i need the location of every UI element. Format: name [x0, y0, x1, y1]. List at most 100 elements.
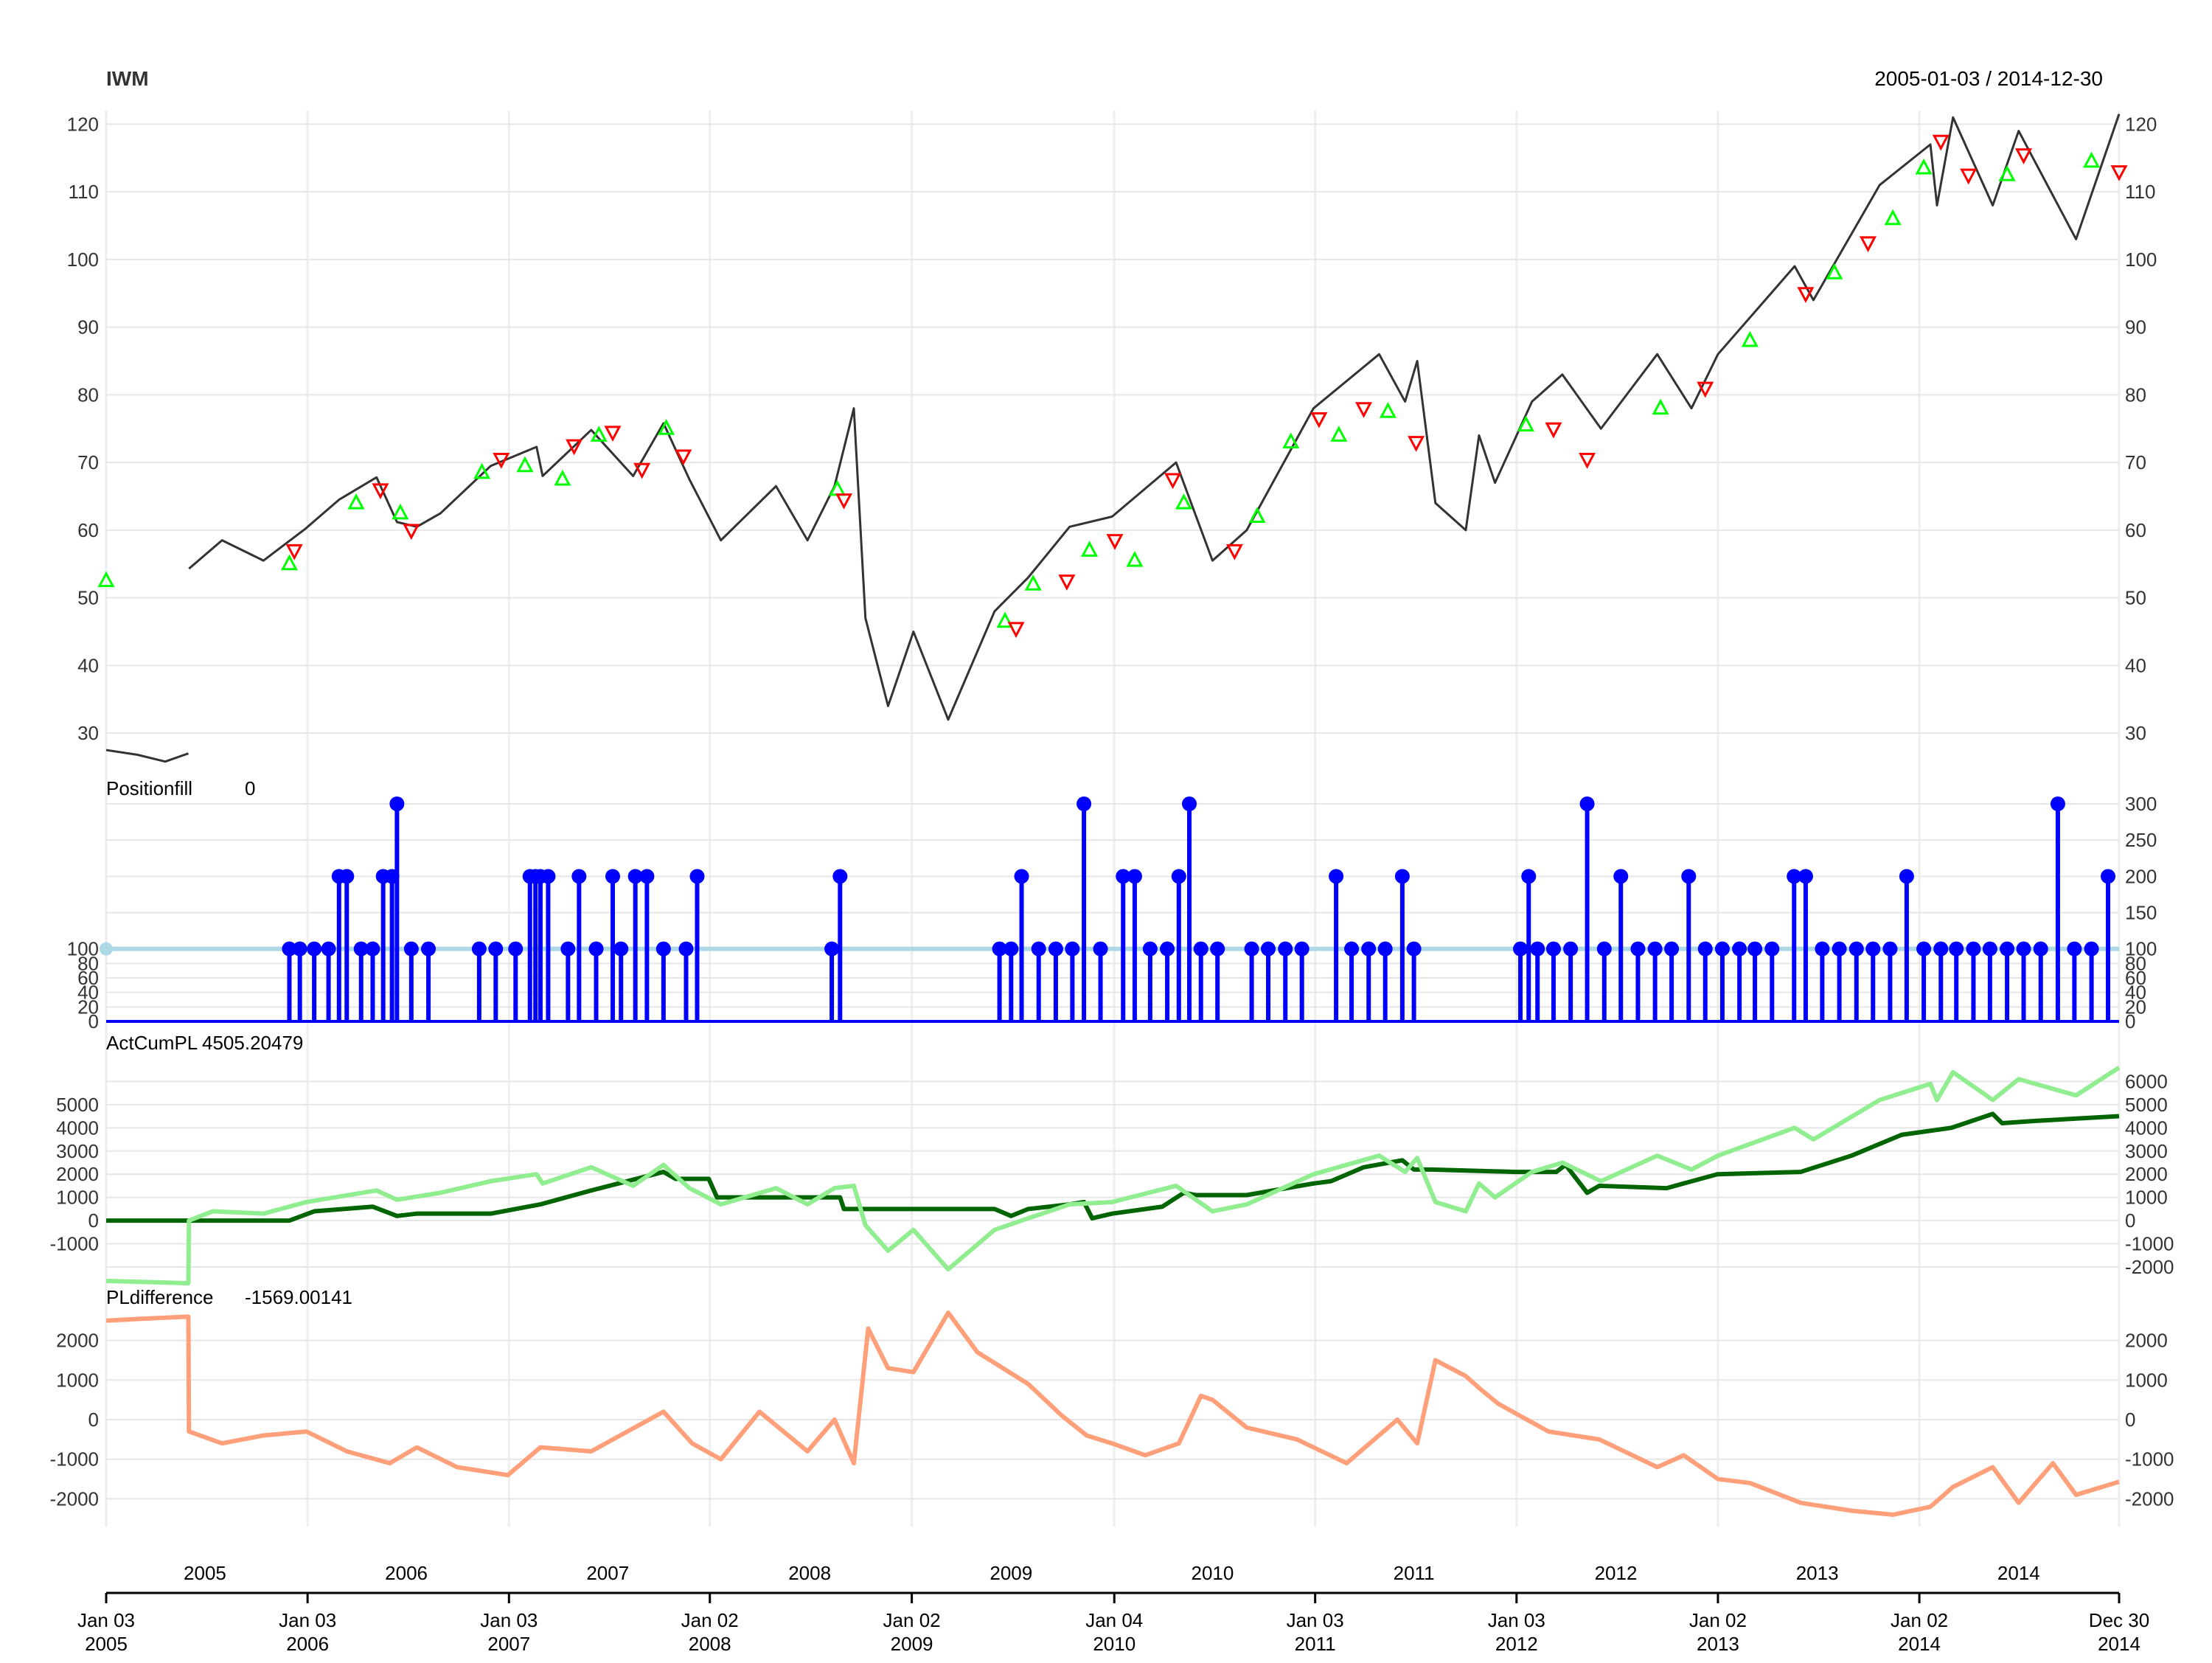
y-tick-label-right: -1000 [2125, 1233, 2174, 1255]
position-spike-dot [540, 869, 556, 884]
buy-marker [392, 503, 409, 520]
sell-marker [493, 453, 510, 469]
sell-marker [1545, 422, 1562, 439]
date-range: 2005-01-03 / 2014-12-30 [1874, 67, 2103, 90]
y-tick-label-right: 60 [2125, 967, 2146, 989]
position-spike-dot [1210, 941, 1225, 957]
position-spike-dot [421, 941, 437, 957]
series-line-bench [105, 1066, 2121, 1285]
y-tick-label-right: -2000 [2125, 1256, 2174, 1278]
buy-marker [1517, 415, 1535, 432]
position-spike-dot [1545, 941, 1561, 957]
buy-marker [280, 554, 298, 571]
position-spike-dot [992, 941, 1007, 957]
y-tick-label-left: 50 [77, 587, 99, 609]
y-tick-label-left: 120 [67, 113, 99, 135]
y-tick-label-left: 5000 [56, 1094, 99, 1116]
y-tick-label-left: 20 [77, 996, 99, 1018]
y-tick-label-right: 4000 [2125, 1117, 2168, 1139]
position-spike-dot [1832, 941, 1847, 957]
position-spike-dot [1899, 869, 1914, 884]
y-tick-label-right: 0 [2125, 1010, 2135, 1032]
y-tick-label-right: -1000 [2125, 1448, 2174, 1471]
position-spike-dot [1329, 869, 1344, 884]
sell-marker [2110, 165, 2128, 181]
position-spike-dot [1714, 941, 1730, 957]
position-spike-dot [508, 941, 524, 957]
series-line-actcumpl [106, 1111, 2120, 1223]
position-spike-dot [1294, 941, 1310, 957]
position-spike-dot [627, 869, 643, 884]
buy-marker [1652, 398, 1669, 415]
y-tick-label-right: 2000 [2125, 1163, 2168, 1185]
position-spike-dot [613, 941, 629, 957]
position-spike-dot [560, 941, 576, 957]
sell-marker [1106, 534, 1124, 550]
position-spike-dot [365, 941, 380, 957]
position-spike-dot [1193, 941, 1208, 957]
x-tick-label-year: 2008 [689, 1633, 731, 1655]
position-spike-dot [389, 796, 405, 811]
sell-marker [1579, 453, 1596, 469]
y-tick-label-right: 110 [2125, 181, 2155, 203]
sell-marker [835, 493, 853, 510]
position-spike-dot [1278, 941, 1293, 957]
position-spike-dot [1361, 941, 1377, 957]
y-tick-label-left: 4000 [56, 1117, 99, 1139]
x-tick-label-year: 2011 [1295, 1633, 1336, 1655]
series-layer [97, 114, 2128, 1517]
buy-marker [1330, 426, 1348, 442]
position-spike-dot [639, 869, 655, 884]
y-tick-label-left: 0 [88, 1010, 99, 1032]
position-reference-dot [100, 942, 113, 956]
buy-marker [2083, 151, 2101, 168]
y-tick-label-right: 100 [2125, 249, 2157, 271]
position-spike-dot [321, 941, 336, 957]
x-tick-label-month: Jan 03 [1287, 1609, 1344, 1631]
year-label: 2014 [1997, 1562, 2040, 1584]
position-spike-dot [1048, 941, 1063, 957]
buy-marker [1081, 541, 1099, 557]
x-tick-label-year: 2012 [1495, 1633, 1538, 1655]
position-spike-dot [353, 941, 369, 957]
y-tick-label-left: 80 [77, 952, 99, 974]
sell-marker [1355, 402, 1372, 418]
y-tick-label-right: 0 [2125, 1209, 2135, 1232]
position-spike-dot [1406, 941, 1422, 957]
position-spike-dot [1664, 941, 1680, 957]
y-tick-label-right: 40 [2125, 654, 2146, 676]
x-tick-label-month: Jan 02 [1891, 1609, 1948, 1631]
y-tick-label-right: 5000 [2125, 1094, 2168, 1116]
x-tick-label-year: 2014 [1898, 1633, 1941, 1655]
x-tick-label-month: Dec 30 [2089, 1609, 2149, 1631]
position-spike-dot [1764, 941, 1780, 957]
panel-last-value-pldifference: -1569.00141 [245, 1286, 352, 1308]
position-spike-dot [1344, 941, 1360, 957]
year-label: 2010 [1192, 1562, 1234, 1584]
sell-marker [372, 483, 389, 500]
y-tick-label-left: 0 [88, 1409, 99, 1431]
x-tick-label-month: Jan 03 [480, 1609, 538, 1631]
sell-marker [403, 524, 420, 541]
y-tick-label-right: 70 [2125, 451, 2146, 473]
position-spike-dot [1647, 941, 1663, 957]
sell-marker [2015, 148, 2033, 164]
position-spike-dot [2050, 796, 2065, 811]
position-spike-dot [282, 941, 297, 957]
sell-marker [1797, 287, 1815, 303]
position-spike-dot [2067, 941, 2082, 957]
chart-title: IWM [106, 67, 149, 90]
panel-label-pldifference: PLdifference [106, 1286, 214, 1308]
position-spike-dot [471, 941, 487, 957]
x-tick-label-year: 2006 [286, 1633, 329, 1655]
position-spike-dot [1077, 796, 1092, 811]
y-tick-label-left: 60 [77, 519, 99, 541]
sell-marker [1164, 473, 1182, 490]
x-tick-label-year: 2007 [487, 1633, 530, 1655]
x-tick-label-month: Jan 03 [77, 1609, 135, 1631]
y-tick-label-right: 6000 [2125, 1070, 2168, 1092]
y-tick-label-right: 200 [2125, 865, 2157, 887]
position-spike-dot [1377, 941, 1393, 957]
